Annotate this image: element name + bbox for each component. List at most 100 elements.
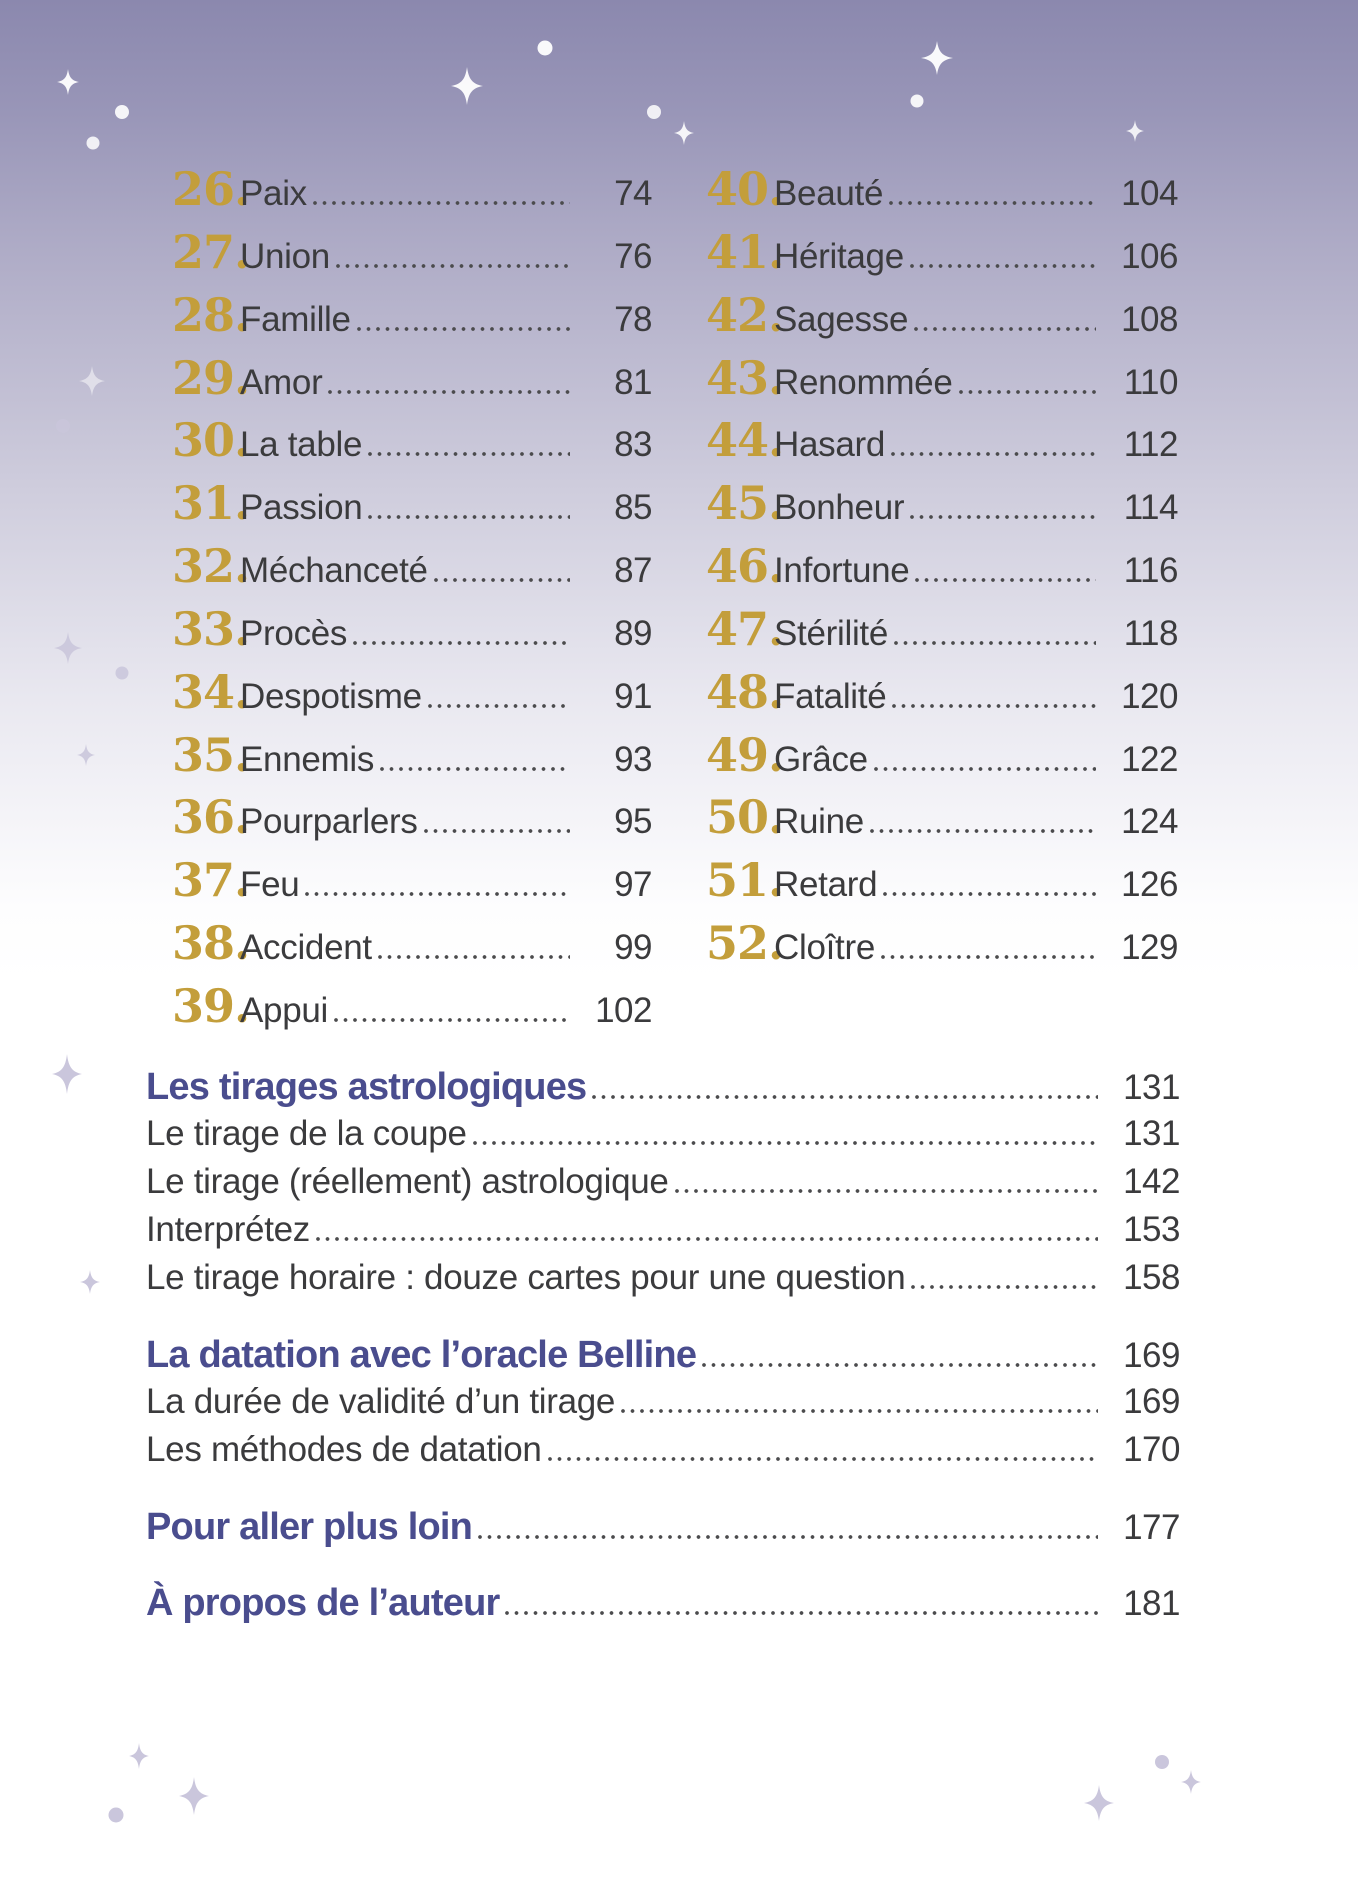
toc-section-entry: Les méthodes de datation 170: [146, 1428, 1181, 1476]
entry-label: La table: [240, 425, 363, 465]
dotted-leader: [547, 1457, 1098, 1461]
section-label: La datation avec l’oracle Belline: [146, 1334, 697, 1376]
dotted-leader: [305, 892, 570, 897]
section-label: Interprétez: [146, 1210, 311, 1249]
entry-label: Ruine: [774, 802, 864, 842]
toc-entry: 36. Pourparlers 95: [172, 786, 653, 849]
toc-entry: 52. Cloître 129: [706, 912, 1179, 975]
entry-label: Paix: [240, 174, 307, 213]
entry-page-number: 74: [614, 174, 652, 213]
entry-label: Famille: [240, 299, 351, 339]
star-dot-icon: [108, 1807, 124, 1823]
sparkle-star-icon: [79, 366, 105, 396]
dotted-leader: [356, 326, 570, 331]
entry-page-number: 102: [595, 990, 652, 1030]
dotted-leader: [472, 1141, 1098, 1145]
toc-entry: 28. Famille 78: [172, 284, 653, 347]
entry-page-number: 83: [614, 425, 652, 465]
section-page-number: 170: [1123, 1430, 1180, 1469]
dotted-leader: [909, 263, 1096, 268]
entry-number: 28.: [172, 287, 250, 342]
dotted-leader: [883, 892, 1096, 897]
dotted-leader: [328, 389, 570, 394]
dotted-leader: [881, 955, 1096, 960]
toc-entry: 50. Ruine 124: [706, 786, 1179, 849]
toc-entry: 27. Union 76: [172, 221, 653, 284]
dotted-leader: [335, 263, 570, 268]
toc-entry: 33. Procès 89: [172, 598, 653, 661]
entry-page-number: 89: [614, 613, 652, 653]
entry-page-number: 118: [1123, 613, 1179, 653]
dotted-leader: [368, 515, 570, 520]
sparkle-star-icon: [52, 1054, 82, 1094]
entry-label: Grâce: [774, 739, 868, 779]
entry-page-number: 116: [1123, 551, 1179, 591]
section-page-number: 153: [1123, 1210, 1180, 1249]
entry-page-number: 78: [614, 299, 652, 339]
entry-number: 51.: [706, 853, 784, 908]
dotted-leader: [427, 703, 570, 708]
sparkle-star-icon: [54, 632, 82, 664]
entry-label: Pourparlers: [240, 802, 418, 842]
sparkle-star-icon: [921, 41, 953, 75]
toc-entry: 41. Héritage 106: [706, 221, 1179, 284]
entry-page-number: 112: [1123, 425, 1179, 465]
entry-number: 27.: [172, 224, 250, 279]
entry-page-number: 95: [614, 802, 652, 842]
entry-label: Union: [240, 236, 330, 276]
toc-entry: 49. Grâce 122: [706, 724, 1179, 787]
entry-number: 46.: [706, 539, 784, 594]
toc-section-heading: Les tirages astrologiques 131: [146, 1064, 1181, 1112]
entry-page-number: 87: [614, 551, 652, 591]
toc-entry: 30. La table 83: [172, 409, 653, 472]
section-label: Pour aller plus loin: [146, 1506, 473, 1548]
dotted-leader: [894, 640, 1096, 645]
entry-number: 41.: [706, 224, 784, 279]
entry-number: 26.: [172, 162, 250, 216]
entry-label: Despotisme: [240, 676, 422, 716]
toc-entry: 34. Despotisme 91: [172, 661, 653, 724]
toc-section-entry: Interprétez 153: [146, 1208, 1181, 1256]
entry-page-number: 120: [1121, 676, 1178, 716]
section-label: La durée de validité d’un tirage: [146, 1382, 616, 1421]
entry-page-number: 81: [614, 362, 652, 402]
dotted-leader: [312, 201, 570, 205]
toc-entry: 43. Renommée 110: [706, 347, 1179, 410]
toc-section-heading: La datation avec l’oracle Belline 169: [146, 1332, 1181, 1380]
entry-page-number: 104: [1121, 174, 1178, 213]
entry-page-number: 97: [614, 865, 652, 905]
entry-page-number: 93: [614, 739, 652, 779]
entry-label: Passion: [240, 488, 363, 528]
entry-number: 36.: [172, 790, 250, 845]
entry-page-number: 91: [614, 676, 652, 716]
entry-number: 47.: [706, 601, 784, 656]
entry-page-number: 129: [1121, 928, 1178, 968]
entry-label: Accident: [240, 928, 372, 968]
entry-label: Ennemis: [240, 739, 375, 779]
entry-number: 30.: [172, 413, 250, 468]
section-label: Le tirage horaire : douze cartes pour un…: [146, 1258, 906, 1297]
entry-number: 32.: [172, 539, 250, 594]
toc-section-entry: Le tirage (réellement) astrologique 142: [146, 1160, 1181, 1208]
toc-entry: 48. Fatalité 120: [706, 661, 1179, 724]
dotted-leader: [368, 452, 570, 457]
entry-label: Beauté: [774, 174, 884, 213]
dotted-leader: [433, 578, 570, 583]
section-page-number: 169: [1123, 1382, 1180, 1421]
entry-number: 45.: [706, 476, 784, 531]
star-dot-icon: [115, 666, 129, 680]
entry-page-number: 124: [1121, 802, 1178, 842]
entry-label: Amor: [240, 362, 323, 402]
sparkle-star-icon: [80, 1270, 100, 1294]
sparkle-star-icon: [179, 1777, 209, 1815]
entry-page-number: 108: [1121, 299, 1178, 339]
dotted-leader: [621, 1409, 1098, 1413]
section-label: Le tirage (réellement) astrologique: [146, 1162, 669, 1201]
section-label: Le tirage de la coupe: [146, 1114, 467, 1153]
entry-number: 43.: [706, 350, 784, 405]
section-label: À propos de l’auteur: [146, 1582, 500, 1624]
entry-page-number: 99: [614, 928, 652, 968]
dotted-leader: [891, 452, 1096, 457]
dotted-leader: [958, 389, 1096, 394]
